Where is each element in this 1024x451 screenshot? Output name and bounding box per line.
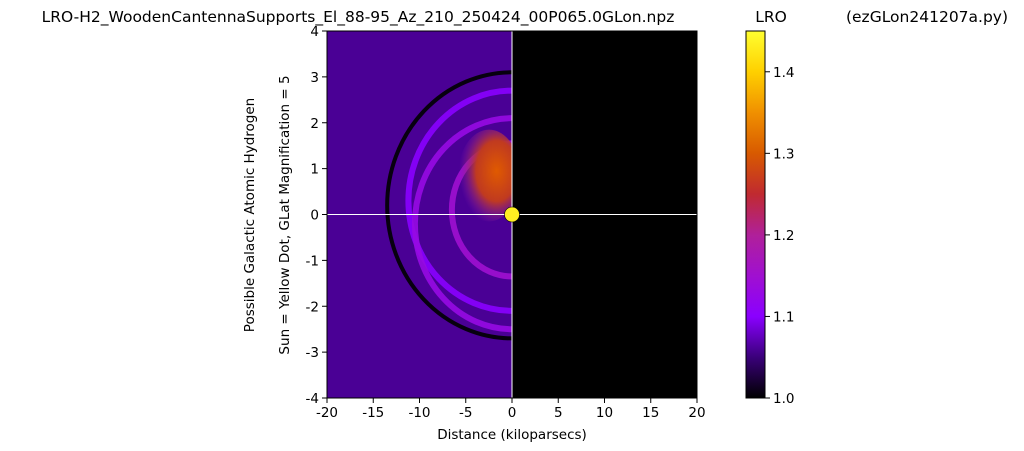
y-tick-label: 2: [310, 116, 319, 132]
x-axis-label: Distance (kiloparsecs): [437, 427, 587, 443]
x-axis: -20 -15 -10 -5 0 5 10 15 20: [316, 398, 706, 421]
heatmap-ring-2: [411, 115, 513, 333]
heatmap-ring-0: [385, 70, 513, 341]
y-tick-label: -1: [306, 253, 319, 269]
colorbar-ticks: 1.0 1.1 1.2 1.3 1.4: [765, 65, 794, 407]
colorbar-tick-label: 1.4: [773, 65, 794, 81]
colorbar-tick-label: 1.1: [773, 309, 794, 325]
x-tick-label: 15: [642, 405, 659, 421]
heatmap-core: [457, 129, 521, 222]
y-axis: -4 -3 -2 -1 0 1 2 3 4: [306, 24, 327, 407]
colorbar-tick-label: 1.2: [773, 228, 794, 244]
x-tick-label: 0: [508, 405, 517, 421]
colorbar-tick-label: 1.3: [773, 146, 794, 162]
x-tick-label: -15: [362, 405, 384, 421]
y-tick-label: 4: [310, 24, 319, 40]
y-tick-label: -2: [306, 299, 319, 315]
chart-title: LRO-H2_WoodenCantennaSupports_El_88-95_A…: [42, 8, 675, 27]
colorbar-tick-label: 1.0: [773, 391, 794, 407]
y-tick-label: 3: [310, 70, 319, 86]
plot-area: [327, 31, 697, 398]
colorbar-title: LRO: [755, 8, 787, 26]
heatmap-ring-1: [405, 87, 513, 314]
y-tick-label: 1: [310, 162, 319, 178]
colorbar: [745, 30, 766, 399]
x-tick-label: 5: [554, 405, 563, 421]
y-tick-label: -4: [306, 391, 319, 407]
y-axis-label-line2: Sun = Yellow Dot, GLat Magnification = 5: [277, 75, 293, 354]
x-tick-label: 20: [688, 405, 705, 421]
y-tick-label: 0: [310, 208, 319, 224]
y-axis-label-line1: Possible Galactic Atomic Hydrogen: [242, 98, 258, 332]
x-tick-label: -5: [459, 405, 472, 421]
x-tick-label: -10: [408, 405, 430, 421]
x-tick-label: -20: [316, 405, 338, 421]
sun-dot: [504, 206, 520, 223]
script-label: (ezGLon241207a.py): [846, 8, 1008, 26]
x-tick-label: 10: [596, 405, 613, 421]
y-tick-label: -3: [306, 345, 319, 361]
